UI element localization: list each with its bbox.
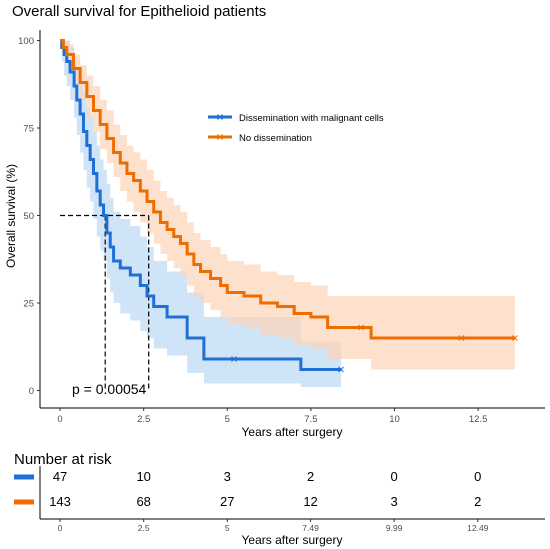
x-tick-label: 7.5 bbox=[304, 414, 317, 425]
survival-line-1 bbox=[60, 39, 515, 340]
censor-mark bbox=[338, 366, 344, 373]
x-tick-label: 12.5 bbox=[469, 414, 488, 425]
x-axis-title: Years after surgery bbox=[242, 425, 343, 439]
risk-x-tick-label: 7.49 bbox=[302, 523, 319, 533]
risk-count: 2 bbox=[307, 469, 314, 484]
censor-mark bbox=[231, 356, 237, 362]
y-tick-label: 25 bbox=[23, 299, 34, 310]
x-tick-label: 5 bbox=[225, 414, 230, 425]
chart-title: Overall survival for Epithelioid patient… bbox=[12, 3, 266, 20]
risk-count: 143 bbox=[49, 494, 71, 509]
risk-count: 0 bbox=[474, 469, 481, 484]
y-tick-label: 50 bbox=[23, 211, 34, 222]
risk-count: 2 bbox=[474, 494, 481, 509]
risk-x-tick-label: 12.49 bbox=[467, 523, 489, 533]
y-tick-label: 0 bbox=[29, 386, 34, 397]
x-tick-label: 2.5 bbox=[137, 414, 150, 425]
risk-count: 68 bbox=[136, 494, 150, 509]
risk-count: 12 bbox=[303, 494, 317, 509]
legend-label-no-dissemination: No dissemination bbox=[239, 133, 312, 144]
legend: Dissemination with malignant cells No di… bbox=[208, 113, 384, 144]
risk-x-tick-label: 2.5 bbox=[138, 523, 150, 533]
y-axis-title: Overall survival (%) bbox=[4, 164, 18, 268]
risk-count: 3 bbox=[224, 469, 231, 484]
censor-mark bbox=[512, 335, 518, 341]
risk-count: 3 bbox=[391, 494, 398, 509]
risk-table-title: Number at risk bbox=[14, 451, 112, 468]
plot-area: 0 25 50 75 100 0 2.5 5 7.5 10 12.5 bbox=[18, 30, 545, 425]
risk-x-tick-label: 9.99 bbox=[386, 523, 403, 533]
y-tick-label: 100 bbox=[18, 36, 34, 47]
censor-mark bbox=[358, 324, 364, 331]
x-tick-label: 0 bbox=[57, 414, 62, 425]
legend-label-dissemination: Dissemination with malignant cells bbox=[239, 113, 384, 124]
confidence-band-0 bbox=[60, 40, 341, 387]
survival-line-0 bbox=[60, 39, 341, 371]
x-tick-label: 10 bbox=[389, 414, 400, 425]
censor-mark bbox=[458, 335, 465, 341]
risk-table: 47 10 3 2 0 0 143 68 27 12 3 2 0 2.5 5 7.49 9.99 12.49 bbox=[14, 466, 545, 533]
confidence-band-1 bbox=[60, 40, 515, 370]
risk-count: 27 bbox=[220, 494, 234, 509]
risk-count: 10 bbox=[136, 469, 150, 484]
risk-x-tick-label: 5 bbox=[225, 523, 230, 533]
risk-count: 0 bbox=[391, 469, 398, 484]
p-value-label: p = 0.00054 bbox=[72, 381, 147, 397]
risk-table-x-axis-title: Years after surgery bbox=[242, 533, 343, 547]
risk-count: 47 bbox=[53, 469, 67, 484]
y-tick-label: 75 bbox=[23, 124, 34, 135]
risk-x-tick-label: 0 bbox=[58, 523, 63, 533]
